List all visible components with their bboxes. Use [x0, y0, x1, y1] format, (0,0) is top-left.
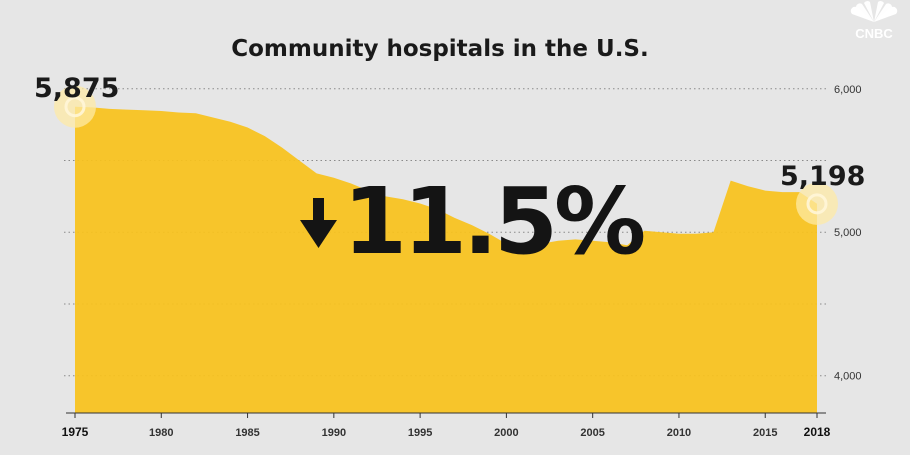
start-marker — [54, 85, 96, 128]
x-tick-label: 2010 — [667, 427, 691, 439]
y-tick-label: 5,000 — [834, 227, 862, 239]
start-marker-halo — [54, 85, 96, 128]
start-value-label: 5,875 — [34, 73, 119, 104]
x-tick-marks — [74, 413, 818, 418]
network-logo-text: CNBC — [855, 26, 893, 41]
chart-title: Community hospitals in the U.S. — [231, 36, 649, 62]
end-marker-ring — [806, 193, 828, 215]
change-annotation: 11.5% — [300, 168, 648, 275]
x-tick-label: 1980 — [149, 427, 173, 439]
x-tick-label: 1975 — [62, 425, 89, 439]
x-tick-label: 1995 — [408, 427, 432, 439]
end-marker — [796, 182, 838, 225]
y-tick-label: 4,000 — [834, 371, 862, 383]
x-tick-label: 2000 — [494, 427, 518, 439]
x-tick-label: 2005 — [580, 427, 604, 439]
x-tick-label: 2015 — [753, 427, 777, 439]
cnbc-logo: CNBC — [850, 1, 898, 41]
end-marker-halo — [796, 182, 838, 225]
x-tick-label: 1985 — [235, 427, 259, 439]
change-percent-label: 11.5% — [343, 168, 644, 275]
down-arrow-icon — [300, 198, 337, 248]
start-marker-ring — [64, 96, 86, 118]
y-tick-label: 6,000 — [834, 84, 862, 96]
y-tick-labels: 4,000 5,000 6,000 — [834, 84, 862, 383]
x-tick-label: 1990 — [322, 427, 346, 439]
peacock-icon — [850, 1, 898, 23]
end-value-label: 5,198 — [780, 161, 865, 192]
x-tick-labels: 1975 1980 1985 1990 1995 2000 2005 2010 2015 2018 — [62, 425, 831, 439]
x-tick-label: 2018 — [804, 425, 831, 439]
series-area — [75, 106, 817, 413]
